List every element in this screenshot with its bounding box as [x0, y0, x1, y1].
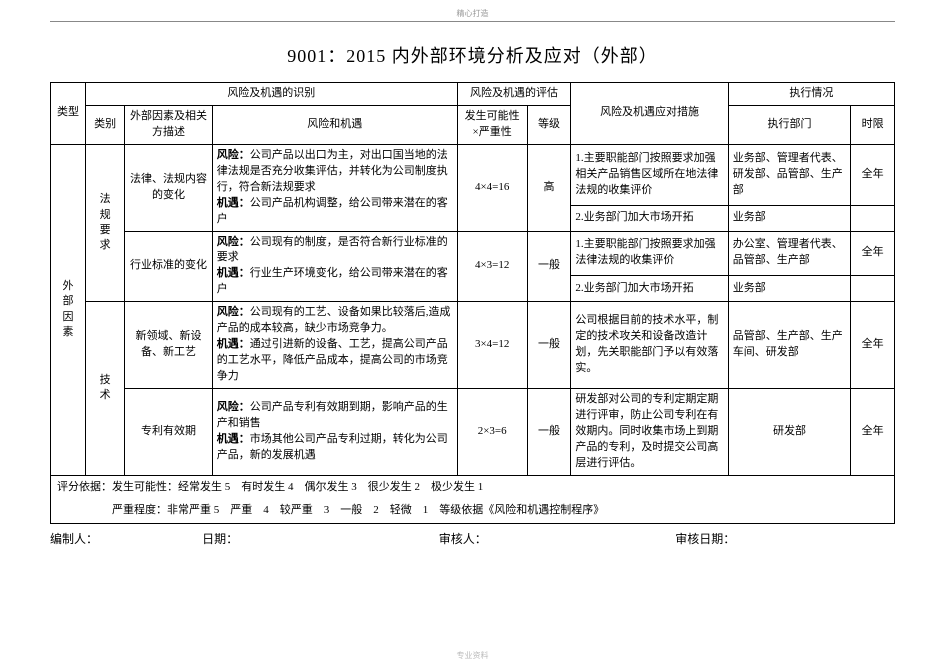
risk-text: 公司产品专利有效期到期，影响产品的生产和销售 [217, 401, 448, 429]
th-level: 等级 [527, 105, 571, 144]
cell-measure: 公司根据目前的技术水平，制定的技术攻关和设备改造计划，先关职能部门予以有效落实。 [571, 302, 728, 389]
cell-time: 全年 [851, 144, 895, 205]
cell-riskopp: 风险：公司产品专利有效期到期，影响产品的生产和销售 机遇：市场其他公司产品专利过… [212, 388, 457, 475]
opp-label: 机遇： [217, 433, 250, 445]
signature-row: 编制人： 日期： 审核人： 审核日期： [50, 530, 895, 547]
header-row-2: 类别 外部因素及相关方描述 风险和机遇 发生可能性×严重性 等级 执行部门 时限 [51, 105, 895, 144]
date-label: 日期： [202, 530, 439, 547]
score-row-1: 评分依据：发生可能性：经常发生 5 有时发生 4 偶尔发生 3 很少发生 2 极… [51, 475, 895, 499]
cell-prob: 4×4=16 [457, 144, 527, 231]
opp-label: 机遇： [217, 267, 250, 279]
th-dept: 执行部门 [728, 105, 850, 144]
main-table-container: 类型 风险及机遇的识别 风险及机遇的评估 风险及机遇应对措施 执行情况 类别 外… [50, 82, 895, 524]
cell-cat-jishu: 技术 [85, 302, 124, 475]
cell-prob: 3×4=12 [457, 302, 527, 389]
header-watermark: 精心打造 [0, 0, 945, 21]
cell-riskopp: 风险：公司现有的制度，是否符合新行业标准的要求 机遇：行业生产环境变化，给公司带… [212, 231, 457, 302]
th-risk-eval: 风险及机遇的评估 [457, 83, 571, 106]
score-row-2: 严重程度：非常严重 5 严重 4 较严重 3 一般 2 轻微 1 等级依据《风险… [51, 499, 895, 523]
table-row: 技术 新领域、新设备、新工艺 风险：公司现有的工艺、设备如果比较落后,造成产品的… [51, 302, 895, 389]
author-label: 编制人： [50, 530, 202, 547]
page-title: 9001：2015 内外部环境分析及应对（外部） [0, 42, 945, 68]
cell-level: 一般 [527, 231, 571, 302]
cell-type: 外部因素 [51, 144, 86, 475]
analysis-table: 类型 风险及机遇的识别 风险及机遇的评估 风险及机遇应对措施 执行情况 类别 外… [50, 82, 895, 524]
cell-dept: 品管部、生产部、生产车间、研发部 [728, 302, 850, 389]
cell-level: 一般 [527, 388, 571, 475]
cell-riskopp: 风险：公司产品以出口为主，对出口国当地的法律法规是否充分收集评估，并转化为公司制… [212, 144, 457, 231]
cell-time: 全年 [851, 231, 895, 275]
reviewer-label: 审核人： [439, 530, 676, 547]
cell-factor: 行业标准的变化 [125, 231, 212, 302]
opp-text: 通过引进新的设备、工艺，提高公司产品的工艺水平，降低产品成本，提高公司的市场竞争… [217, 338, 448, 382]
cell-dept: 研发部 [728, 388, 850, 475]
table-row: 外部因素 法规要求 法律、法规内容的变化 风险：公司产品以出口为主，对出口国当地… [51, 144, 895, 205]
cell-level: 一般 [527, 302, 571, 389]
cell-dept: 业务部 [728, 205, 850, 231]
th-prob: 发生可能性×严重性 [457, 105, 527, 144]
cell-time [851, 205, 895, 231]
th-cat: 类别 [85, 105, 124, 144]
cell-time: 全年 [851, 302, 895, 389]
cell-cat-fagui: 法规要求 [85, 144, 124, 301]
cell-level: 高 [527, 144, 571, 231]
cell-dept: 办公室、管理者代表、品管部、生产部 [728, 231, 850, 275]
cell-factor: 新领域、新设备、新工艺 [125, 302, 212, 389]
th-measures: 风险及机遇应对措施 [571, 83, 728, 145]
opp-text: 公司产品机构调整，给公司带来潜在的客户 [217, 197, 448, 225]
footer-watermark: 专业资料 [0, 650, 945, 661]
table-row: 专利有效期 风险：公司产品专利有效期到期，影响产品的生产和销售 机遇：市场其他公… [51, 388, 895, 475]
opp-text: 市场其他公司产品专利过期，转化为公司产品，新的发展机遇 [217, 433, 448, 461]
risk-label: 风险： [217, 149, 250, 161]
cat-jishu-label: 技术 [100, 374, 111, 401]
cell-measure: 2.业务部门加大市场开拓 [571, 205, 728, 231]
cell-riskopp: 风险：公司现有的工艺、设备如果比较落后,造成产品的成本较高，缺少市场竞争力。 机… [212, 302, 457, 389]
opp-label: 机遇： [217, 197, 250, 209]
cell-prob: 4×3=12 [457, 231, 527, 302]
score-line-2: 严重程度：非常严重 5 严重 4 较严重 3 一般 2 轻微 1 等级依据《风险… [51, 499, 895, 523]
cell-prob: 2×3=6 [457, 388, 527, 475]
review-date-label: 审核日期： [675, 530, 735, 547]
opp-text: 行业生产环境变化，给公司带来潜在的客户 [217, 267, 448, 295]
th-risk-ident: 风险及机遇的识别 [85, 83, 457, 106]
cell-time [851, 275, 895, 301]
header-divider [50, 21, 895, 22]
cell-dept: 业务部、管理者代表、研发部、品管部、生产部 [728, 144, 850, 205]
opp-label: 机遇： [217, 338, 250, 350]
table-row: 行业标准的变化 风险：公司现有的制度，是否符合新行业标准的要求 机遇：行业生产环… [51, 231, 895, 275]
cell-measure: 1.主要职能部门按照要求加强相关产品销售区域所在地法律法规的收集评价 [571, 144, 728, 205]
cell-dept: 业务部 [728, 275, 850, 301]
risk-text: 公司现有的工艺、设备如果比较落后,造成产品的成本较高，缺少市场竞争力。 [217, 306, 451, 334]
cell-factor: 专利有效期 [125, 388, 212, 475]
header-row-1: 类型 风险及机遇的识别 风险及机遇的评估 风险及机遇应对措施 执行情况 [51, 83, 895, 106]
risk-label: 风险： [217, 401, 250, 413]
cell-time: 全年 [851, 388, 895, 475]
cell-measure: 2.业务部门加大市场开拓 [571, 275, 728, 301]
risk-label: 风险： [217, 236, 250, 248]
th-type: 类型 [51, 83, 86, 145]
risk-label: 风险： [217, 306, 250, 318]
score-line-1: 评分依据：发生可能性：经常发生 5 有时发生 4 偶尔发生 3 很少发生 2 极… [51, 475, 895, 499]
th-time: 时限 [851, 105, 895, 144]
th-exec: 执行情况 [728, 83, 894, 106]
cat-fagui-label: 法规要求 [100, 193, 111, 251]
risk-text: 公司现有的制度，是否符合新行业标准的要求 [217, 236, 448, 264]
cell-measure: 研发部对公司的专利定期定期进行评审，防止公司专利在有效期内。同时收集市场上到期产… [571, 388, 728, 475]
risk-text: 公司产品以出口为主，对出口国当地的法律法规是否充分收集评估，并转化为公司制度执行… [217, 149, 448, 193]
th-factor: 外部因素及相关方描述 [125, 105, 212, 144]
type-label: 外部因素 [62, 280, 73, 338]
th-risk-opp: 风险和机遇 [212, 105, 457, 144]
cell-factor: 法律、法规内容的变化 [125, 144, 212, 231]
cell-measure: 1.主要职能部门按照要求加强法律法规的收集评价 [571, 231, 728, 275]
